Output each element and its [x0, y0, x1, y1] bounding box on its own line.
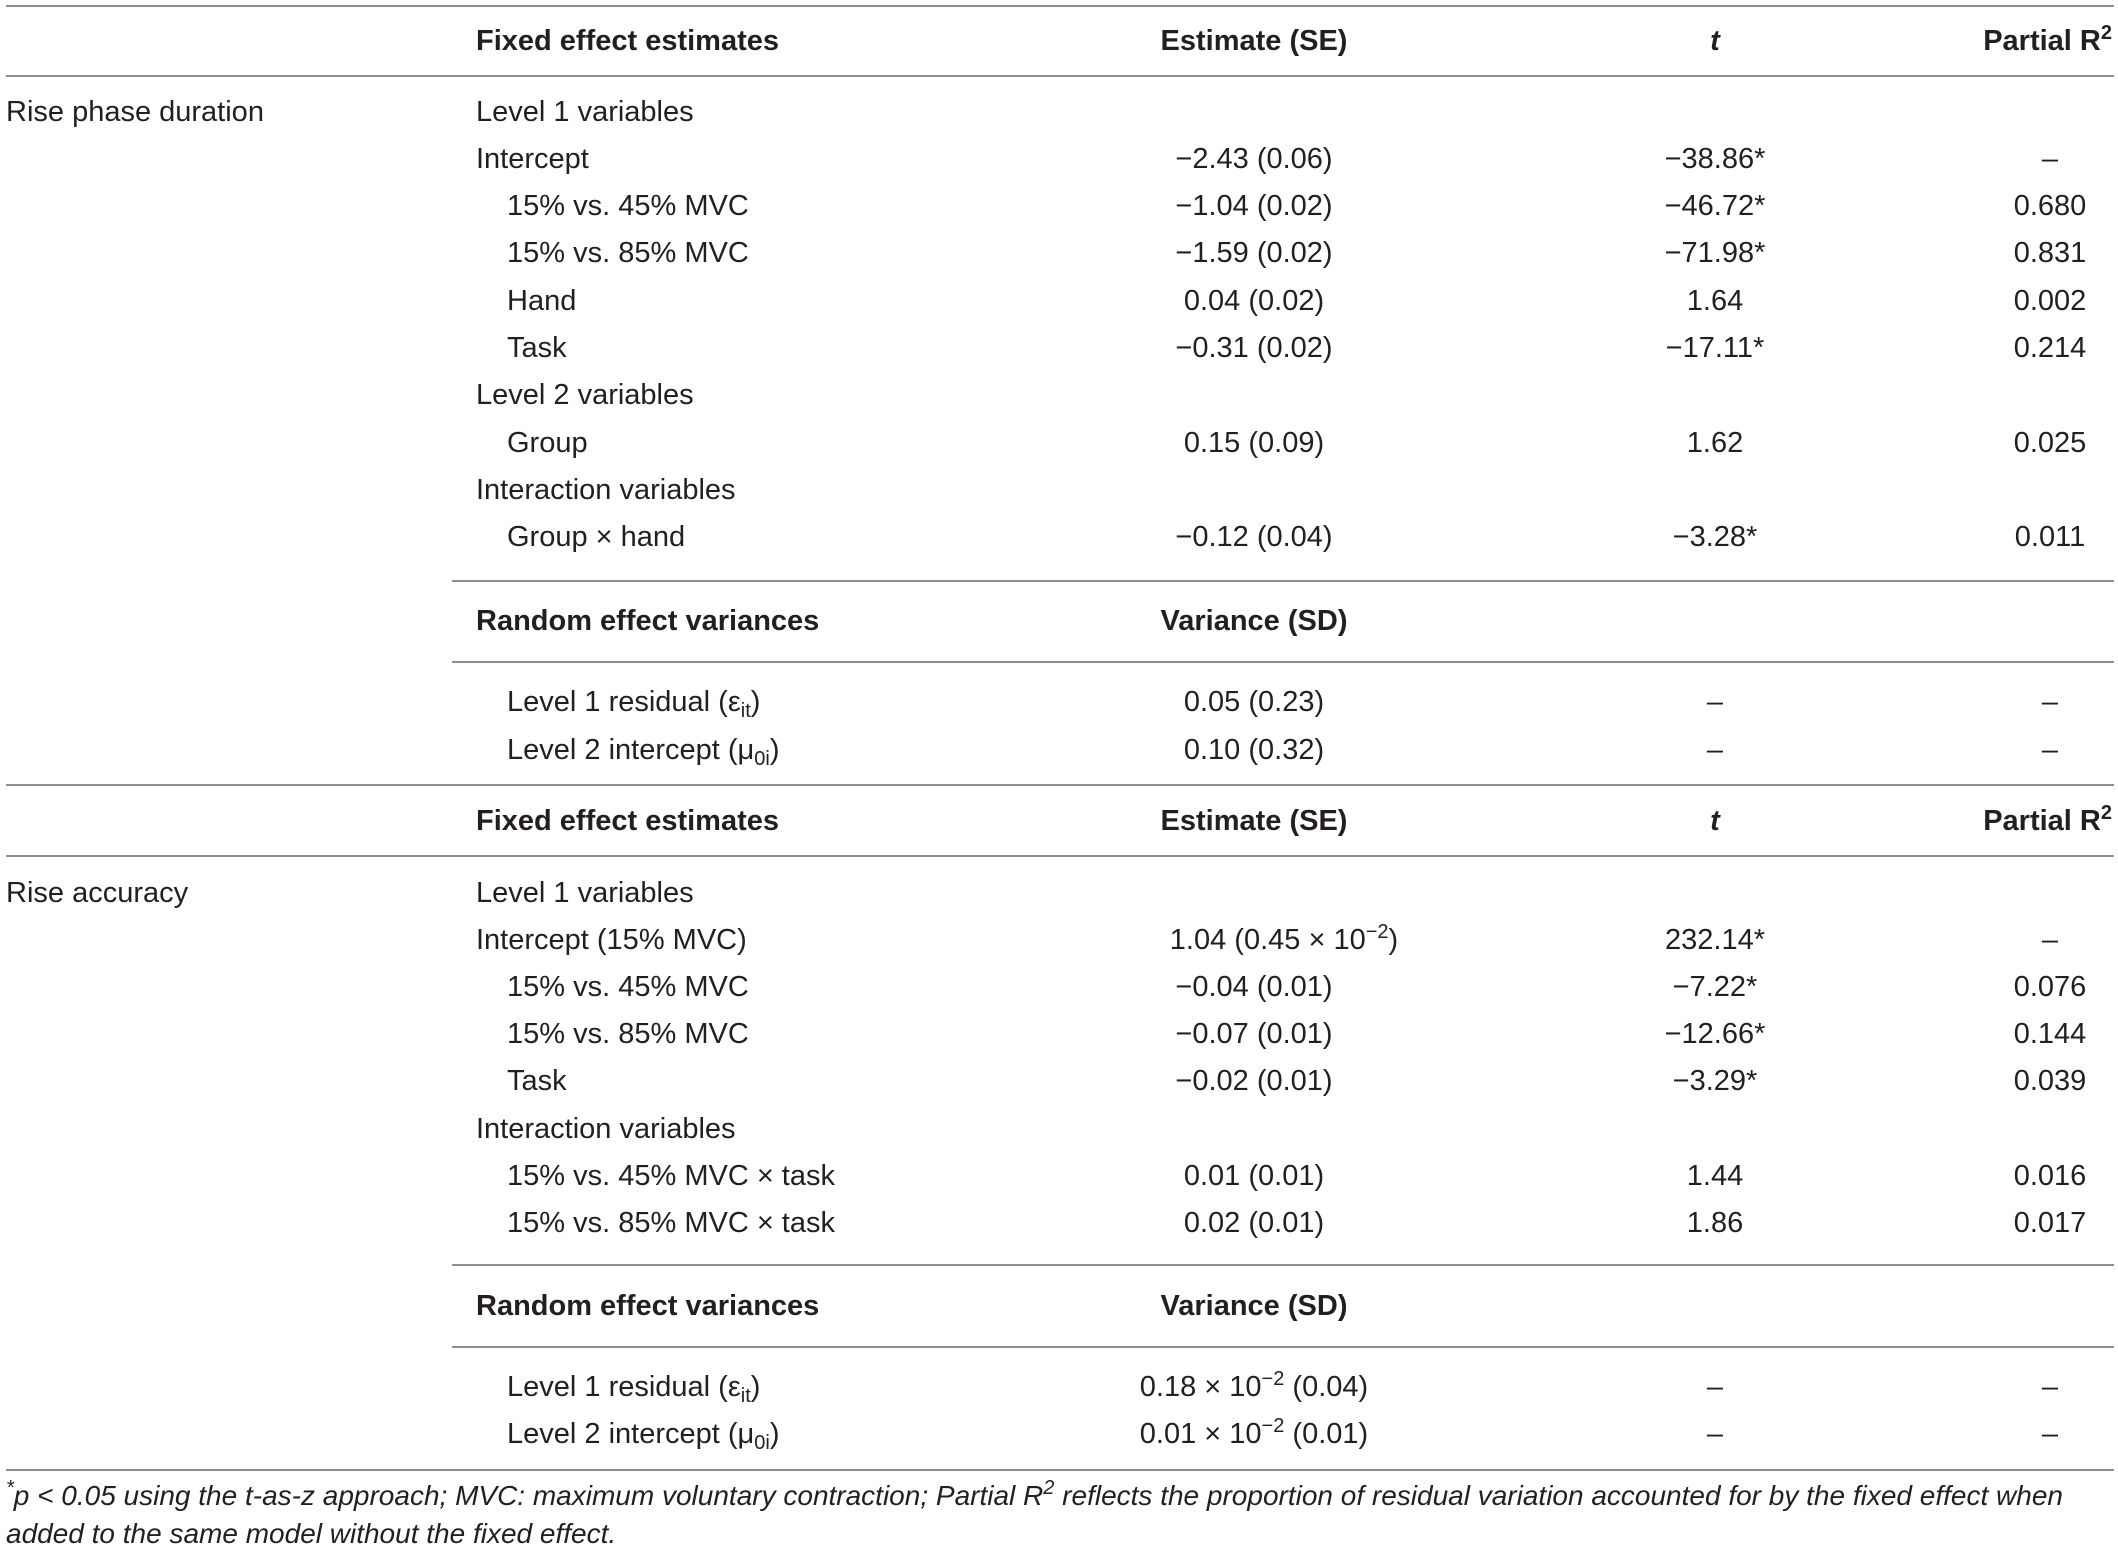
row-t: 232.14* — [1665, 924, 1765, 956]
rule-bottom — [6, 1469, 2114, 1471]
row-r2: 0.214 — [2013, 332, 2087, 364]
row-label: Task — [507, 332, 567, 364]
random-row-variance: 0.18 × 10−2 (0.04) — [1139, 1368, 1369, 1403]
row-label: 15% vs. 85% MVC — [507, 237, 749, 269]
row-label: Group × hand — [507, 521, 686, 553]
row-r2: 0.017 — [2013, 1207, 2087, 1239]
row-estimate: −1.04 (0.02) — [1175, 190, 1333, 222]
row-t: 1.62 — [1686, 427, 1744, 459]
random-row-t: – — [1706, 686, 1724, 718]
row-t: −3.29* — [1672, 1065, 1758, 1097]
row-estimate: −0.02 (0.01) — [1175, 1065, 1333, 1097]
row-label: Level 2 variables — [476, 379, 694, 411]
row-estimate: −0.31 (0.02) — [1175, 332, 1333, 364]
row-estimate: 0.02 (0.01) — [1183, 1207, 1325, 1239]
random-row-r2: – — [2041, 1371, 2059, 1403]
rule-header-1 — [6, 75, 2114, 77]
row-t: −46.72* — [1664, 190, 1766, 222]
row-r2: – — [2041, 143, 2059, 175]
row-r2: 0.011 — [2014, 521, 2086, 553]
random-row-label: Level 1 residual (εit) — [507, 1371, 761, 1407]
row-estimate: 0.04 (0.02) — [1183, 285, 1325, 317]
random-row-r2: – — [2041, 1418, 2059, 1450]
row-t: 1.44 — [1686, 1160, 1744, 1192]
row-t: −3.28* — [1672, 521, 1758, 553]
rule-random-hdr-2 — [452, 1346, 2114, 1348]
rule-random-top-2 — [452, 1264, 2114, 1266]
fixed-header-title: Fixed effect estimates — [476, 25, 780, 57]
section-label-rise-phase-duration: Rise phase duration — [6, 96, 264, 128]
rule-random-hdr-1 — [452, 661, 2114, 663]
row-t: −17.11* — [1665, 332, 1765, 364]
row-t: −71.98* — [1664, 237, 1766, 269]
row-label: Hand — [507, 285, 577, 317]
row-label: Intercept — [476, 143, 589, 175]
table-footnote: *p < 0.05 using the t-as-z approach; MVC… — [6, 1477, 2063, 1549]
row-label: Interaction variables — [476, 474, 736, 506]
random-header-variance: Variance (SD) — [1160, 605, 1348, 637]
rule-top — [6, 5, 2114, 7]
row-r2: 0.039 — [2013, 1065, 2087, 1097]
row-label: Task — [507, 1065, 567, 1097]
random-row-label: Level 2 intercept (μ0i) — [507, 734, 780, 770]
row-label: 15% vs. 85% MVC — [507, 1018, 749, 1050]
row-estimate: −0.12 (0.04) — [1175, 521, 1333, 553]
fixed-header-estimate: Estimate (SE) — [1160, 25, 1348, 57]
row-label: Interaction variables — [476, 1113, 736, 1145]
random-row-label: Level 2 intercept (μ0i) — [507, 1418, 780, 1454]
row-label: Level 1 variables — [476, 877, 694, 909]
fixed-header-partial-r2: Partial R2 — [1983, 22, 2112, 57]
row-estimate: 0.15 (0.09) — [1183, 427, 1325, 459]
row-label: Group — [507, 427, 588, 459]
row-r2: 0.144 — [2013, 1018, 2087, 1050]
row-t: −7.22* — [1672, 971, 1758, 1003]
row-r2: 0.002 — [2013, 285, 2087, 317]
row-r2: 0.831 — [2013, 237, 2087, 269]
random-row-variance: 0.01 × 10−2 (0.01) — [1139, 1415, 1369, 1450]
fixed-header-estimate: Estimate (SE) — [1160, 805, 1348, 837]
fixed-header-partial-r2: Partial R2 — [1983, 802, 2112, 837]
fixed-header-title: Fixed effect estimates — [476, 805, 780, 837]
row-t: 1.86 — [1686, 1207, 1744, 1239]
row-r2: – — [2041, 924, 2059, 956]
row-estimate: 1.04 (0.45 × 10−2) — [1169, 921, 1399, 956]
rule-header-2 — [6, 855, 2114, 857]
rule-random-top-1 — [452, 580, 2114, 582]
fixed-header-t: t — [1710, 805, 1720, 837]
row-r2: 0.025 — [2013, 427, 2087, 459]
row-estimate: −1.59 (0.02) — [1175, 237, 1333, 269]
random-row-r2: – — [2041, 734, 2059, 766]
rule-section-sep — [6, 784, 2114, 786]
random-row-t: – — [1706, 1371, 1724, 1403]
random-header-variance: Variance (SD) — [1160, 1290, 1348, 1322]
random-row-variance: 0.10 (0.32) — [1183, 734, 1325, 766]
random-header-title: Random effect variances — [476, 605, 820, 637]
random-row-variance: 0.05 (0.23) — [1183, 686, 1325, 718]
random-row-t: – — [1706, 1418, 1724, 1450]
row-estimate: −0.04 (0.01) — [1175, 971, 1333, 1003]
row-r2: 0.016 — [2013, 1160, 2087, 1192]
row-label: 15% vs. 45% MVC — [507, 190, 749, 222]
row-r2: 0.076 — [2013, 971, 2087, 1003]
row-label: 15% vs. 85% MVC × task — [507, 1207, 835, 1239]
row-label: 15% vs. 45% MVC × task — [507, 1160, 835, 1192]
random-row-label: Level 1 residual (εit) — [507, 686, 761, 722]
row-label: Intercept (15% MVC) — [476, 924, 747, 956]
row-estimate: −0.07 (0.01) — [1175, 1018, 1333, 1050]
random-header-title: Random effect variances — [476, 1290, 820, 1322]
row-label: Level 1 variables — [476, 96, 694, 128]
row-estimate: −2.43 (0.06) — [1175, 143, 1333, 175]
row-t: 1.64 — [1686, 285, 1744, 317]
fixed-header-t: t — [1710, 25, 1720, 57]
random-row-r2: – — [2041, 686, 2059, 718]
section-label-rise-accuracy: Rise accuracy — [6, 877, 189, 909]
row-t: −12.66* — [1664, 1018, 1766, 1050]
row-r2: 0.680 — [2013, 190, 2087, 222]
row-t: −38.86* — [1664, 143, 1766, 175]
row-estimate: 0.01 (0.01) — [1183, 1160, 1325, 1192]
random-row-t: – — [1706, 734, 1724, 766]
row-label: 15% vs. 45% MVC — [507, 971, 749, 1003]
